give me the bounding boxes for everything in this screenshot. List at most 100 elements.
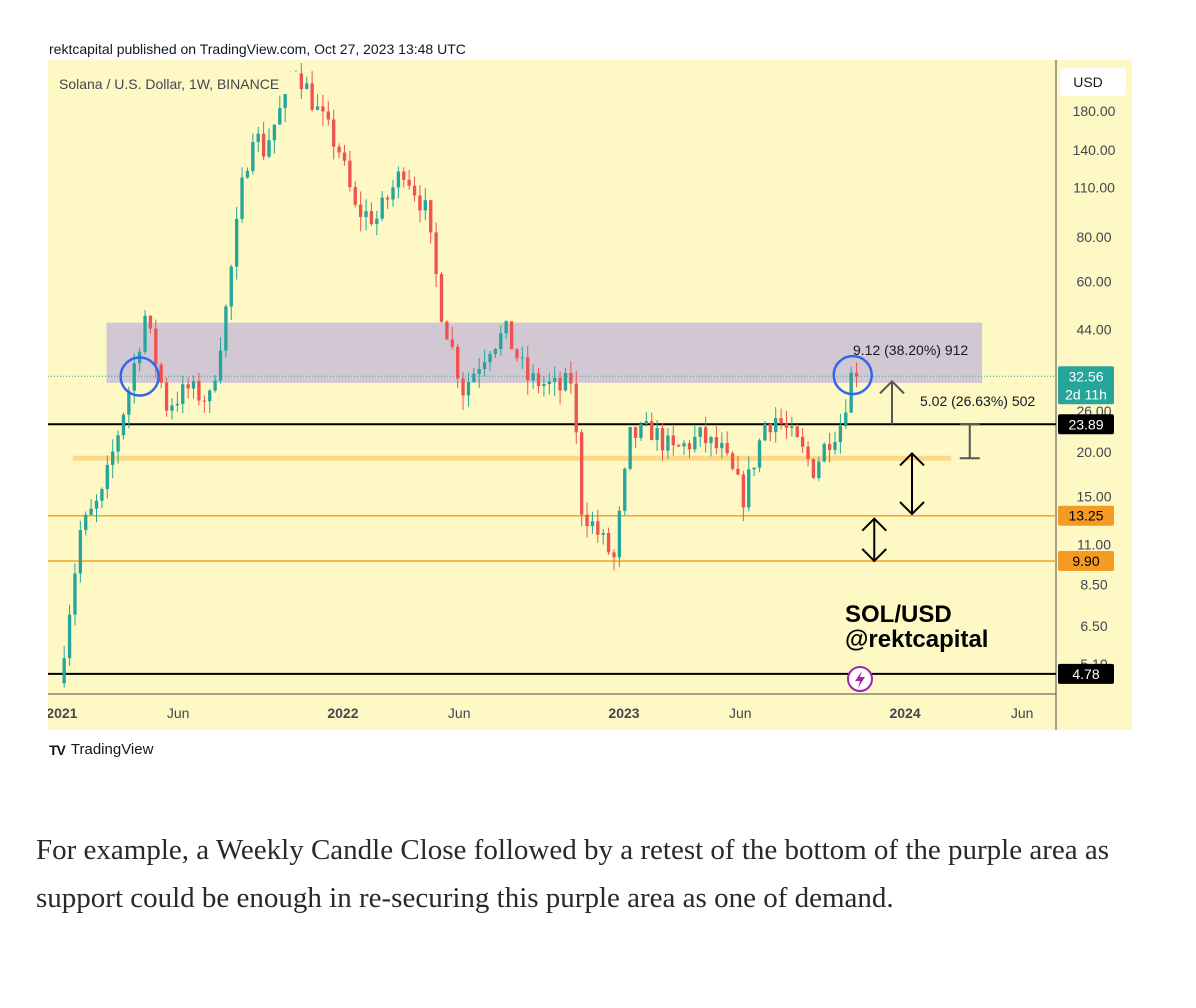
range-marker[interactable]: [959, 423, 980, 460]
candle[interactable]: [439, 272, 444, 323]
candle[interactable]: [520, 346, 525, 370]
candle[interactable]: [84, 511, 88, 536]
candle[interactable]: [677, 443, 681, 448]
candle[interactable]: [121, 412, 126, 440]
candle[interactable]: [375, 210, 379, 236]
candle[interactable]: [278, 95, 282, 125]
candle[interactable]: [326, 101, 330, 126]
candle[interactable]: [849, 366, 853, 414]
candle[interactable]: [380, 191, 384, 222]
candle[interactable]: [208, 389, 212, 414]
candle[interactable]: [606, 527, 611, 555]
candle[interactable]: [472, 367, 476, 383]
candle[interactable]: [655, 419, 659, 451]
candle[interactable]: [116, 430, 120, 464]
candle[interactable]: [531, 364, 535, 389]
candle[interactable]: [321, 94, 325, 127]
candle[interactable]: [267, 128, 271, 159]
candle[interactable]: [499, 325, 503, 356]
candle[interactable]: [186, 377, 190, 399]
candle[interactable]: [466, 372, 471, 407]
candle[interactable]: [310, 71, 314, 112]
candle[interactable]: [730, 451, 735, 471]
candle[interactable]: [229, 264, 233, 320]
candle[interactable]: [666, 428, 670, 459]
candle[interactable]: [547, 372, 551, 395]
candle[interactable]: [790, 416, 794, 437]
candle[interactable]: [175, 391, 180, 412]
candle[interactable]: [590, 511, 595, 534]
highlight-circle-1[interactable]: [832, 354, 873, 396]
candle[interactable]: [822, 442, 826, 463]
candle[interactable]: [714, 426, 719, 455]
price-badge-0[interactable]: 32.56 2d 11h: [1058, 366, 1114, 405]
candle[interactable]: [78, 520, 83, 583]
candle[interactable]: [423, 187, 427, 221]
candle[interactable]: [725, 431, 729, 456]
candle[interactable]: [628, 426, 632, 471]
candle[interactable]: [213, 374, 217, 393]
measure-arrow-between[interactable]: [899, 452, 925, 516]
candle[interactable]: [218, 337, 223, 384]
candle[interactable]: [305, 76, 309, 90]
candle[interactable]: [515, 347, 519, 362]
candle[interactable]: [94, 494, 99, 523]
candle[interactable]: [774, 407, 778, 443]
candle[interactable]: [73, 563, 77, 626]
price-badge-3[interactable]: 9.90: [1058, 550, 1114, 571]
candle[interactable]: [827, 432, 832, 463]
candle[interactable]: [197, 373, 201, 406]
candle[interactable]: [234, 206, 239, 280]
candle[interactable]: [251, 133, 255, 175]
candle[interactable]: [170, 398, 174, 420]
candle[interactable]: [838, 413, 843, 454]
candle[interactable]: [639, 421, 643, 441]
candle[interactable]: [256, 127, 260, 153]
candle[interactable]: [585, 502, 589, 538]
candle[interactable]: [396, 166, 401, 199]
candle[interactable]: [768, 422, 772, 442]
candle[interactable]: [418, 185, 422, 223]
candle[interactable]: [202, 395, 206, 413]
candle[interactable]: [693, 425, 697, 453]
candle[interactable]: [461, 372, 465, 411]
candle[interactable]: [687, 440, 692, 459]
candle[interactable]: [429, 199, 433, 244]
candle[interactable]: [579, 429, 584, 527]
candle[interactable]: [369, 202, 374, 226]
candle[interactable]: [671, 426, 675, 456]
candle[interactable]: [477, 358, 481, 388]
candle[interactable]: [747, 456, 751, 512]
candle[interactable]: [245, 167, 250, 179]
candle[interactable]: [811, 458, 816, 480]
candle[interactable]: [698, 426, 702, 447]
candle[interactable]: [445, 320, 449, 340]
candle[interactable]: [148, 315, 153, 334]
candle[interactable]: [164, 377, 169, 417]
candle[interactable]: [596, 509, 600, 543]
measure-arrow-lower[interactable]: [861, 517, 887, 563]
price-badge-2[interactable]: 13.25: [1058, 505, 1114, 526]
candle[interactable]: [854, 362, 859, 388]
candle[interactable]: [558, 371, 562, 405]
candle[interactable]: [348, 150, 352, 192]
candle[interactable]: [455, 343, 460, 389]
candle[interactable]: [353, 181, 357, 208]
candle[interactable]: [817, 456, 821, 481]
candle[interactable]: [569, 361, 573, 394]
candle[interactable]: [601, 529, 605, 545]
candle[interactable]: [143, 310, 147, 355]
candle[interactable]: [741, 470, 746, 522]
candle[interactable]: [509, 321, 514, 350]
candle[interactable]: [563, 368, 568, 392]
candle[interactable]: [240, 167, 244, 223]
candle[interactable]: [526, 345, 530, 395]
candle[interactable]: [757, 438, 762, 473]
candle[interactable]: [391, 179, 395, 207]
candle[interactable]: [407, 169, 411, 190]
candle[interactable]: [833, 431, 837, 455]
candle[interactable]: [224, 304, 228, 358]
candle[interactable]: [806, 441, 810, 467]
candle[interactable]: [105, 455, 109, 499]
event-marker-icon[interactable]: [847, 666, 873, 692]
